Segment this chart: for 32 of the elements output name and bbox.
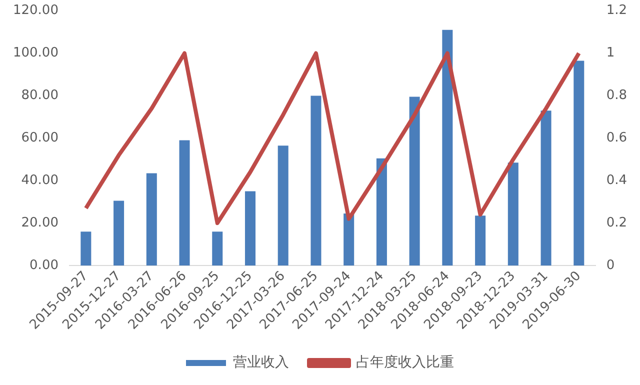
bar bbox=[508, 162, 518, 266]
bar bbox=[409, 96, 420, 266]
y-tick-label: 80.00 bbox=[21, 88, 58, 104]
y2-tick-label: 1 bbox=[606, 46, 615, 61]
y-tick-label: 120.00 bbox=[12, 3, 58, 18]
y2-tick-label: 0.8 bbox=[606, 88, 628, 104]
y-tick-label: 20.00 bbox=[21, 215, 58, 230]
bar bbox=[80, 232, 92, 266]
legend-label: 营业收入 bbox=[233, 354, 289, 371]
bar bbox=[278, 146, 288, 266]
y2-tick-label: 0.6 bbox=[606, 130, 628, 146]
bar bbox=[212, 232, 223, 266]
bar bbox=[540, 110, 552, 266]
y-tick-label: 40.00 bbox=[21, 173, 58, 188]
y2-tick-label: 0.4 bbox=[606, 173, 628, 188]
bar bbox=[244, 191, 256, 266]
bar bbox=[114, 200, 124, 266]
bar bbox=[179, 140, 190, 266]
bar bbox=[146, 173, 157, 266]
bar bbox=[574, 60, 584, 266]
bar bbox=[344, 214, 354, 266]
y2-tick-label: 0.2 bbox=[606, 215, 628, 230]
bar bbox=[442, 30, 453, 266]
y2-tick-label: 1.2 bbox=[606, 3, 628, 18]
legend-label: 占年度收入比重 bbox=[356, 354, 454, 371]
bar bbox=[310, 96, 322, 266]
bar bbox=[475, 216, 486, 266]
bar bbox=[376, 158, 387, 266]
y-tick-label: 0.00 bbox=[30, 258, 58, 273]
y2-tick-label: 0 bbox=[606, 258, 615, 273]
y-tick-label: 60.00 bbox=[21, 130, 58, 146]
y-tick-label: 100.00 bbox=[12, 46, 58, 61]
